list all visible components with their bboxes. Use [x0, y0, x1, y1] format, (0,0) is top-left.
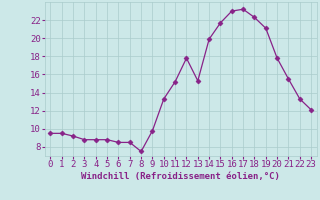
X-axis label: Windchill (Refroidissement éolien,°C): Windchill (Refroidissement éolien,°C)	[81, 172, 280, 181]
